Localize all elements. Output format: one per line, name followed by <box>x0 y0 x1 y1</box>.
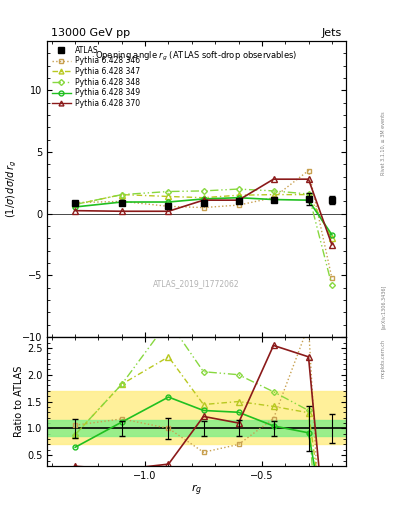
Text: Opening angle $r_g$ (ATLAS soft-drop observables): Opening angle $r_g$ (ATLAS soft-drop obs… <box>95 50 298 63</box>
Bar <box>47 391 346 444</box>
Text: Jets: Jets <box>321 28 342 38</box>
Y-axis label: Ratio to ATLAS: Ratio to ATLAS <box>14 366 24 437</box>
Text: mcplots.cern.ch: mcplots.cern.ch <box>381 339 386 378</box>
Bar <box>47 420 346 436</box>
Text: [arXiv:1306.3436]: [arXiv:1306.3436] <box>381 285 386 329</box>
Y-axis label: $(1/\sigma)\,d\sigma/d\,r_g$: $(1/\sigma)\,d\sigma/d\,r_g$ <box>5 160 19 218</box>
X-axis label: $r_g$: $r_g$ <box>191 482 202 498</box>
Legend: ATLAS, Pythia 6.428 346, Pythia 6.428 347, Pythia 6.428 348, Pythia 6.428 349, P: ATLAS, Pythia 6.428 346, Pythia 6.428 34… <box>50 43 142 110</box>
Text: 13000 GeV pp: 13000 GeV pp <box>51 28 130 38</box>
Text: ATLAS_2019_I1772062: ATLAS_2019_I1772062 <box>153 280 240 288</box>
Text: Rivet 3.1.10, ≥ 3M events: Rivet 3.1.10, ≥ 3M events <box>381 112 386 175</box>
